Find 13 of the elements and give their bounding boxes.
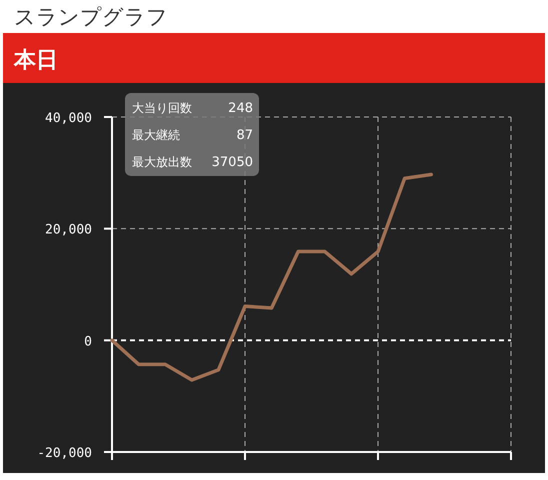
annotation: 87 <box>236 128 253 143</box>
y-tick-label: -20,000 <box>37 446 92 461</box>
chart-title: スランプグラフ <box>14 5 168 29</box>
annotation: 37050 <box>212 155 253 170</box>
annotation: 最大継続 <box>132 128 180 142</box>
y-tick-label: 0 <box>84 334 92 350</box>
chart-subtitle: 本日 <box>13 48 58 73</box>
line-series <box>110 172 433 382</box>
text: 大当り回数 <box>132 101 192 115</box>
text: 248 <box>228 101 253 116</box>
annotation: 最大放出数 <box>132 155 192 169</box>
y-tick-label: 40,000 <box>45 111 92 126</box>
y-tick-label: 20,000 <box>45 222 92 238</box>
